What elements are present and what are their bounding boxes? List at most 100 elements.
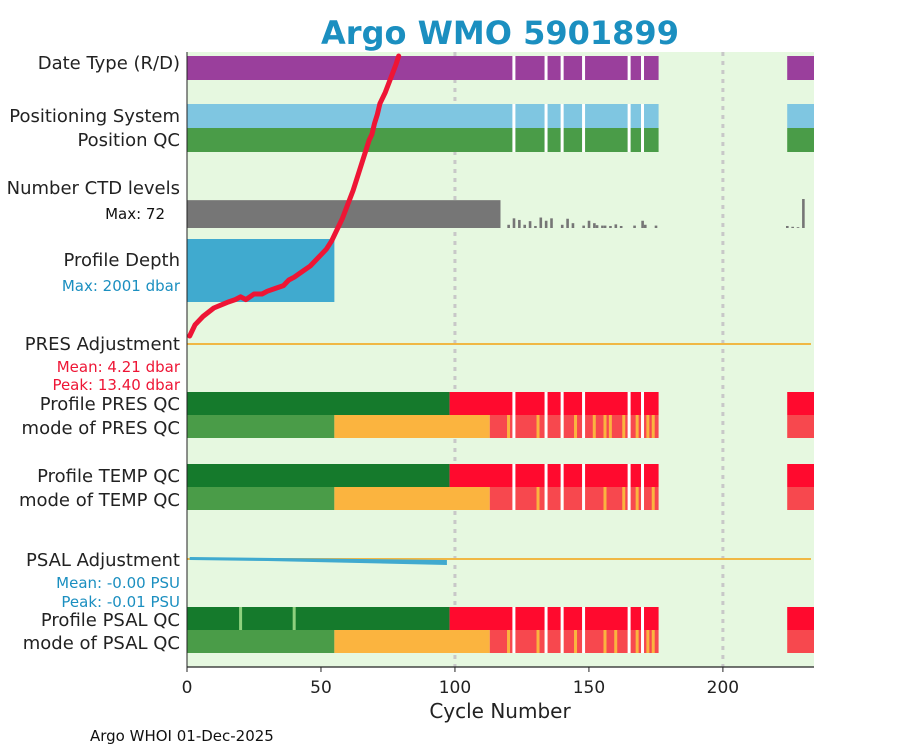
mode-pres-qc-mark — [635, 415, 639, 438]
row-label-ctd-levels: Number CTD levels — [7, 178, 180, 199]
profile-pres-qc-bar — [449, 392, 659, 415]
psal-adjustment-mean-label: Mean: -0.00 PSU — [56, 574, 180, 592]
profile-psal-qc-mark — [292, 607, 296, 630]
date-type-gap — [582, 56, 586, 80]
mode-temp-qc-gap — [582, 487, 586, 510]
x-tick-label: 50 — [310, 678, 332, 698]
ctd-levels-bar — [582, 225, 585, 228]
pres-adjustment-mean-label: Mean: 4.21 dbar — [57, 358, 181, 376]
mode-psal-qc-gap — [627, 630, 631, 653]
mode-temp-qc-mark — [622, 487, 626, 510]
date-type-gap — [641, 56, 645, 80]
ctd-levels-bar — [560, 224, 564, 228]
profile-temp-qc-gap — [560, 464, 564, 487]
positioning-system-gap — [627, 104, 631, 128]
profile-psal-qc-bar — [787, 607, 814, 630]
profile-pres-qc-gap — [560, 392, 564, 415]
mode-psal-qc-mark — [536, 630, 540, 653]
mode-pres-qc-gap — [560, 415, 564, 438]
row-label-psal-adjustment: PSAL Adjustment — [26, 550, 180, 571]
mode-pres-qc-mark — [608, 415, 612, 438]
profile-psal-qc-gap — [544, 607, 548, 630]
x-tick-label: 100 — [439, 678, 471, 698]
profile-pres-qc-gap — [582, 392, 586, 415]
ctd-max-label: Max: 72 — [105, 205, 165, 223]
mode-pres-qc-mark — [536, 415, 540, 438]
trajectory-line — [187, 53, 402, 339]
ctd-levels-bar — [641, 220, 644, 228]
footer-credit: Argo WHOI 01-Dec-2025 — [90, 727, 274, 745]
profile-psal-qc-gap — [641, 607, 645, 630]
mode-pres-qc-gap — [582, 415, 586, 438]
mode-temp-qc-mark — [651, 487, 655, 510]
position-qc-gap — [582, 128, 586, 152]
ctd-levels-bar — [566, 218, 569, 228]
mode-pres-qc-mark — [507, 415, 511, 438]
date-type-gap — [627, 56, 631, 80]
profile-depth-max-label: Max: 2001 dbar — [62, 277, 181, 295]
positioning-system-gap — [582, 104, 586, 128]
ctd-levels-bar — [595, 225, 599, 228]
mode-pres-qc-mark — [651, 415, 655, 438]
row-label-profile-psal-qc: Profile PSAL QC — [41, 610, 180, 631]
mode-pres-qc-bar — [334, 415, 490, 438]
profile-psal-qc-gap — [627, 607, 631, 630]
ctd-levels-bar — [633, 225, 636, 228]
profile-psal-qc-mark — [239, 607, 243, 630]
mode-pres-qc-gap — [641, 415, 645, 438]
profile-temp-qc-bar — [449, 464, 659, 487]
row-label-profile-temp-qc: Profile TEMP QC — [37, 466, 180, 487]
profile-pres-qc-bar — [787, 392, 814, 415]
position-qc-gap — [544, 128, 548, 152]
mode-pres-qc-mark — [622, 415, 626, 438]
positioning-system-gap — [641, 104, 645, 128]
date-type-gap — [560, 56, 564, 80]
ctd-levels-bar — [643, 224, 647, 228]
date-type-gap — [544, 56, 548, 80]
mode-psal-qc-bar — [787, 630, 814, 653]
ctd-levels-bar — [791, 226, 794, 228]
position-qc-gap — [512, 128, 516, 152]
row-label-mode-psal-qc: mode of PSAL QC — [23, 633, 180, 654]
positioning-system-gap — [560, 104, 564, 128]
mode-pres-qc-bar — [187, 415, 335, 438]
ctd-levels-bar — [507, 224, 510, 228]
mode-psal-qc-mark — [614, 630, 618, 653]
profile-psal-qc-gap — [560, 607, 564, 630]
ctd-levels-bar — [802, 199, 805, 228]
mode-temp-qc-gap — [544, 487, 548, 510]
date-type-bar — [787, 56, 814, 80]
position-qc-bar — [187, 128, 659, 152]
ctd-levels-bar — [593, 223, 596, 228]
psal-adjustment-peak-label: Peak: -0.01 PSU — [61, 593, 180, 611]
profile-temp-qc-bar — [187, 464, 450, 487]
mode-pres-qc-gap — [512, 415, 516, 438]
date-type-bar — [187, 56, 659, 80]
profile-temp-qc-gap — [627, 464, 631, 487]
mode-psal-qc-mark — [635, 630, 639, 653]
ctd-levels-bar — [550, 218, 553, 228]
ctd-levels-bar — [512, 218, 516, 228]
mode-pres-qc-mark — [574, 415, 578, 438]
mode-pres-qc-mark — [646, 415, 650, 438]
mode-psal-qc-mark — [646, 630, 650, 653]
mode-temp-qc-gap — [641, 487, 645, 510]
mode-psal-qc-gap — [641, 630, 645, 653]
position-qc-gap — [560, 128, 564, 152]
profile-temp-qc-gap — [582, 464, 586, 487]
mode-temp-qc-gap — [627, 487, 631, 510]
mode-psal-qc-gap — [512, 630, 516, 653]
row-label-mode-temp-qc: mode of TEMP QC — [19, 490, 180, 511]
mode-temp-qc-gap — [512, 487, 516, 510]
row-label-date-type: Date Type (R/D) — [38, 53, 180, 74]
mode-psal-qc-mark — [651, 630, 655, 653]
row-label-position-qc: Position QC — [77, 130, 180, 151]
mode-temp-qc-gap — [560, 487, 564, 510]
mode-pres-qc-gap — [544, 415, 548, 438]
profile-pres-qc-gap — [512, 392, 516, 415]
mode-temp-qc-bar — [187, 487, 335, 510]
profile-pres-qc-bar — [187, 392, 450, 415]
positioning-system-bar — [787, 104, 814, 128]
mode-temp-qc-bar — [489, 487, 659, 510]
